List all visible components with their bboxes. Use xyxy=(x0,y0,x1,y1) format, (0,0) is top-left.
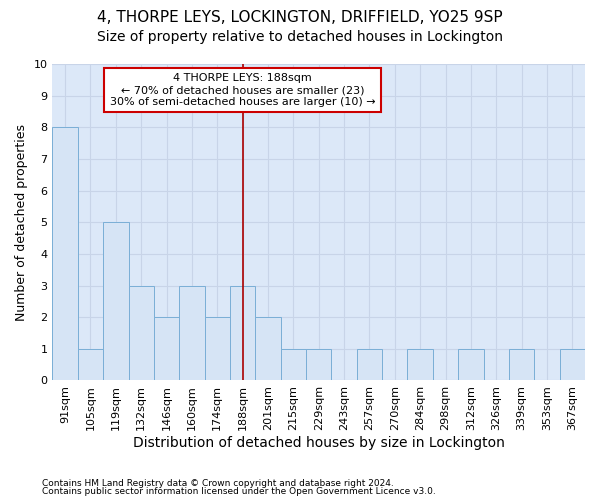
Text: Size of property relative to detached houses in Lockington: Size of property relative to detached ho… xyxy=(97,30,503,44)
Bar xyxy=(458,349,484,380)
Bar xyxy=(357,349,382,380)
Bar xyxy=(78,349,103,380)
Bar xyxy=(230,286,256,380)
Bar xyxy=(256,317,281,380)
Bar xyxy=(560,349,585,380)
Text: 4, THORPE LEYS, LOCKINGTON, DRIFFIELD, YO25 9SP: 4, THORPE LEYS, LOCKINGTON, DRIFFIELD, Y… xyxy=(97,10,503,25)
Bar xyxy=(179,286,205,380)
Bar xyxy=(103,222,128,380)
Y-axis label: Number of detached properties: Number of detached properties xyxy=(15,124,28,320)
Bar xyxy=(509,349,534,380)
X-axis label: Distribution of detached houses by size in Lockington: Distribution of detached houses by size … xyxy=(133,436,505,450)
Text: 4 THORPE LEYS: 188sqm
← 70% of detached houses are smaller (23)
30% of semi-deta: 4 THORPE LEYS: 188sqm ← 70% of detached … xyxy=(110,74,376,106)
Bar xyxy=(128,286,154,380)
Text: Contains public sector information licensed under the Open Government Licence v3: Contains public sector information licen… xyxy=(42,487,436,496)
Bar xyxy=(205,317,230,380)
Bar xyxy=(306,349,331,380)
Bar xyxy=(154,317,179,380)
Bar xyxy=(281,349,306,380)
Bar xyxy=(407,349,433,380)
Bar xyxy=(52,128,78,380)
Text: Contains HM Land Registry data © Crown copyright and database right 2024.: Contains HM Land Registry data © Crown c… xyxy=(42,478,394,488)
